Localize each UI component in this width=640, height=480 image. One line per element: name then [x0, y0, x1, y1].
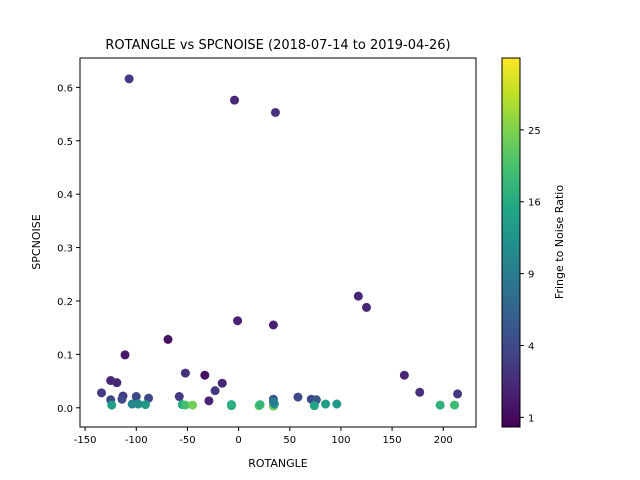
y-axis-label: SPCNOISE [30, 214, 43, 269]
colorbar-tick-label: 25 [528, 126, 541, 137]
data-point [362, 302, 372, 312]
data-point [332, 399, 342, 409]
chart-title: ROTANGLE vs SPCNOISE (2018-07-14 to 2019… [105, 38, 450, 53]
data-point [131, 392, 141, 402]
data-point [180, 400, 190, 410]
y-tick-label: 0.1 [57, 350, 73, 361]
y-tick-label: 0.3 [57, 244, 73, 255]
data-point [233, 316, 243, 326]
data-point [230, 95, 240, 105]
data-point [309, 401, 319, 411]
data-point [353, 291, 363, 301]
y-tick-label: 0.2 [57, 297, 73, 308]
data-point [180, 368, 190, 378]
data-point [112, 378, 122, 388]
data-point [107, 400, 117, 410]
data-point [321, 399, 331, 409]
data-points [96, 74, 463, 411]
data-point [255, 400, 265, 410]
data-point [117, 394, 127, 404]
data-point [96, 388, 106, 398]
data-point [268, 320, 278, 330]
y-tick-label: 0.5 [57, 137, 73, 148]
x-tick-label: -100 [125, 435, 148, 446]
data-point [270, 107, 280, 117]
data-point [133, 399, 143, 409]
data-point [293, 392, 303, 402]
colorbar-tick-label: 4 [528, 341, 534, 352]
colorbar-label: Fringe to Noise Ratio [553, 185, 566, 299]
x-tick-label: 200 [434, 435, 453, 446]
y-tick-label: 0.0 [57, 404, 73, 415]
colorbar [501, 57, 521, 428]
data-point [120, 350, 130, 360]
x-axis: -150 -100 -50 0 50 100 150 200 [74, 427, 453, 446]
colorbar-tick-label: 9 [528, 270, 534, 281]
data-point [163, 334, 173, 344]
x-tick-label: 100 [331, 435, 350, 446]
x-tick-label: -50 [179, 435, 195, 446]
y-tick-label: 0.4 [57, 190, 73, 201]
data-point [415, 387, 425, 397]
data-point [268, 397, 278, 407]
y-tick-label: 0.6 [57, 83, 73, 94]
colorbar-ticks: 1 4 9 16 25 [520, 126, 541, 424]
data-point [399, 370, 409, 380]
x-axis-label: ROTANGLE [248, 457, 308, 470]
data-point [188, 400, 198, 410]
colorbar-tick-label: 16 [528, 198, 541, 209]
y-axis: 0.0 0.1 0.2 0.3 0.4 0.5 0.6 [57, 83, 80, 415]
data-point [217, 378, 227, 388]
x-tick-label: -150 [74, 435, 97, 446]
data-point [435, 400, 445, 410]
data-point [210, 386, 220, 396]
x-tick-label: 150 [383, 435, 402, 446]
data-point [204, 396, 214, 406]
x-tick-label: 50 [283, 435, 296, 446]
data-point [226, 401, 236, 411]
plot-area [79, 57, 477, 428]
x-tick-label: 0 [235, 435, 241, 446]
data-point [140, 400, 150, 410]
data-point [174, 392, 184, 402]
data-point [453, 389, 463, 399]
data-point [124, 74, 134, 84]
data-point [450, 400, 460, 410]
colorbar-tick-label: 1 [528, 413, 534, 424]
data-point [200, 370, 210, 380]
